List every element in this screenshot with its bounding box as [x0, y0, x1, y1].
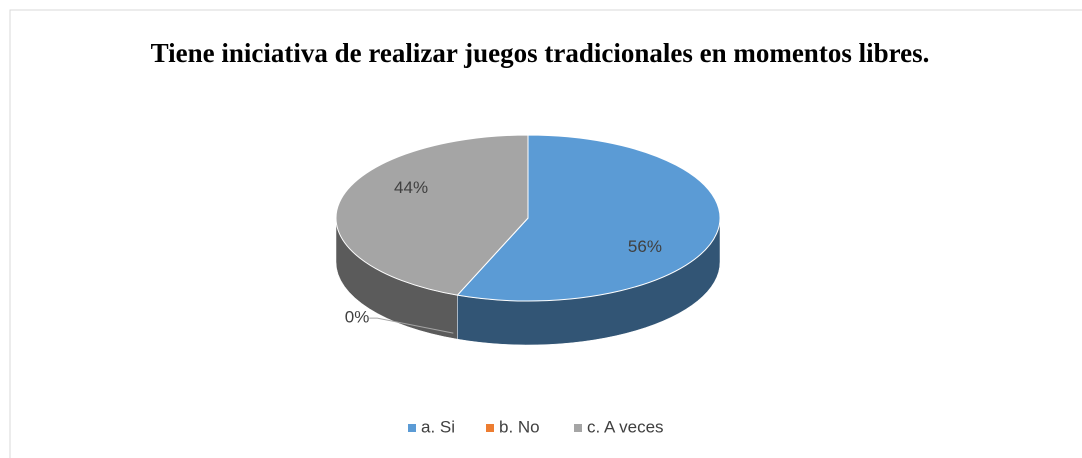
data-label: 0%: [345, 308, 370, 327]
data-label: 44%: [394, 178, 428, 197]
legend-marker: [486, 424, 494, 432]
legend-label: a. Si: [421, 417, 455, 436]
leader-line: [369, 317, 454, 334]
legend-marker: [408, 424, 416, 432]
pie-slice: [456, 134, 721, 302]
legend-marker: [574, 424, 582, 432]
legend-label: b. No: [499, 417, 540, 436]
pie-slice: [335, 134, 529, 296]
legend-label: c. A veces: [587, 417, 664, 436]
data-label: 56%: [628, 237, 662, 256]
chart-title: Tiene iniciativa de realizar juegos trad…: [150, 38, 930, 68]
chart-border: [9, 9, 1082, 458]
